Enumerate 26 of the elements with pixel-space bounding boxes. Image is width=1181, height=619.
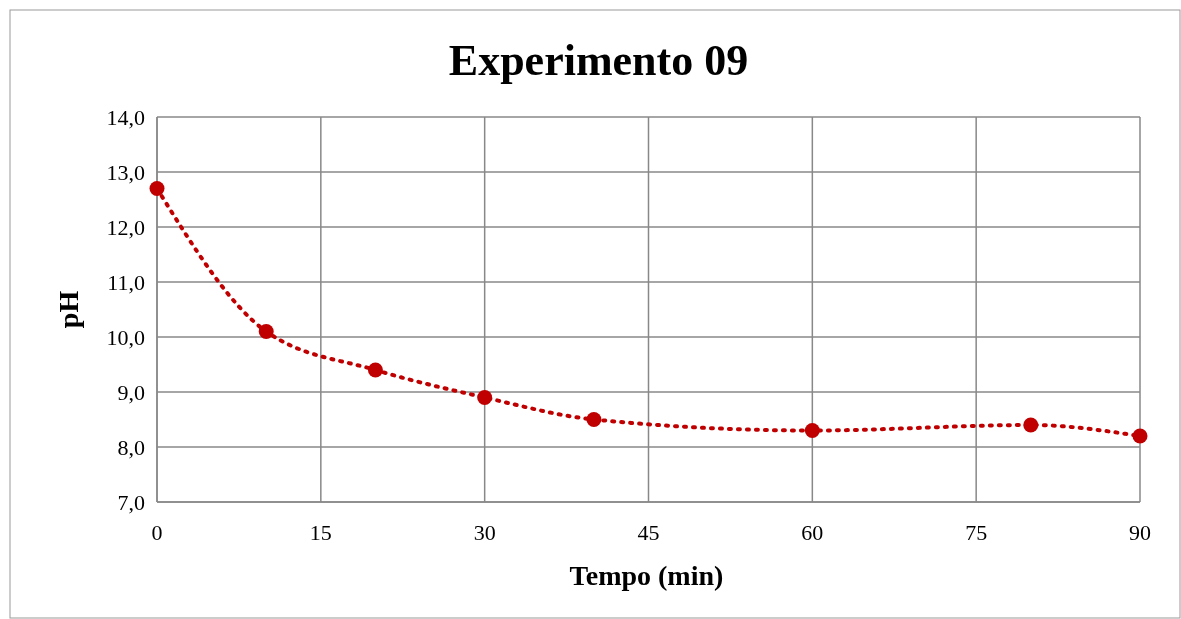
x-tick-label: 60 bbox=[801, 520, 824, 545]
point bbox=[586, 412, 602, 427]
y-tick-label: 8,0 bbox=[117, 434, 145, 460]
point bbox=[477, 390, 493, 405]
x-tick-label: 30 bbox=[473, 520, 496, 545]
y-tick-label: 7,0 bbox=[117, 489, 145, 515]
chart-title: Experimento 09 bbox=[448, 36, 749, 85]
point bbox=[1132, 428, 1148, 444]
x-tick-label: 45 bbox=[637, 520, 660, 545]
x-axis-title: Tempo (min) bbox=[569, 560, 724, 591]
point bbox=[804, 423, 820, 438]
x-tick-label: 75 bbox=[965, 520, 988, 545]
y-tick-label: 13,0 bbox=[106, 159, 145, 185]
y-tick-label: 14,0 bbox=[106, 104, 145, 130]
x-tick-label: 15 bbox=[309, 520, 332, 545]
point bbox=[258, 324, 274, 339]
point bbox=[367, 362, 383, 378]
y-tick-label: 11,0 bbox=[107, 269, 145, 295]
x-tick-label: 0 bbox=[151, 520, 163, 545]
x-tick-label: 90 bbox=[1129, 520, 1151, 545]
point bbox=[149, 181, 165, 196]
y-axis-title: pH bbox=[53, 290, 84, 329]
y-tick-label: 12,0 bbox=[106, 214, 145, 240]
y-tick-label: 10,0 bbox=[106, 324, 145, 350]
point bbox=[1023, 417, 1039, 433]
y-tick-label: 9,0 bbox=[117, 379, 145, 405]
